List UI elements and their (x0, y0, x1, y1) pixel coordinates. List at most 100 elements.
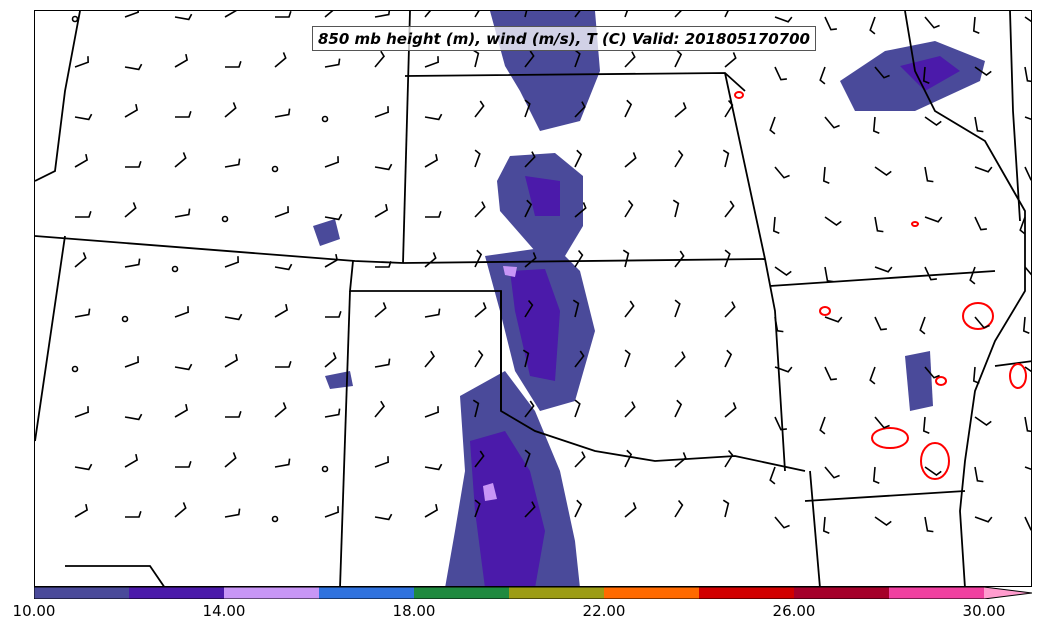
colorbar-tick-label: 10.00 (12, 602, 56, 620)
wind-barb (824, 16, 837, 31)
wind-barb (572, 299, 580, 318)
wind-barb (324, 253, 339, 268)
wind-barb (574, 350, 585, 368)
wind-barb (824, 216, 842, 227)
wind-barb (474, 100, 485, 118)
wind-barb (1024, 366, 1031, 373)
wind-barb (674, 150, 684, 168)
wind-barb (174, 363, 193, 371)
wind-barb (974, 316, 990, 329)
wind-barb (872, 466, 880, 485)
wind-barb (924, 466, 942, 477)
wind-barb (274, 108, 291, 118)
wind-barb (325, 311, 342, 318)
boundary-nm-tx (349, 260, 806, 472)
wind-barb (824, 316, 843, 323)
wind-barb (174, 13, 193, 21)
wind-barb (374, 106, 389, 118)
wind-barb (324, 352, 337, 368)
wind-barb (774, 366, 793, 373)
wind-barb (174, 403, 189, 418)
calm-wind-circle (271, 165, 279, 173)
wind-barb (774, 516, 790, 529)
wind-barb (724, 52, 737, 68)
wind-barb (124, 356, 139, 368)
wind-barb (275, 11, 292, 18)
wind-barb (474, 149, 481, 168)
boundary-mississippi (904, 11, 1026, 586)
wind-barb (774, 66, 787, 81)
wind-barb (869, 16, 876, 35)
wind-barb (922, 416, 930, 435)
wind-barb (874, 166, 892, 177)
wind-barb (972, 16, 980, 35)
wind-barb (224, 158, 241, 168)
colorbar-cell (319, 587, 415, 599)
wind-barb (374, 358, 391, 368)
wind-barb (324, 58, 341, 68)
contour-mo-1 (911, 221, 919, 227)
wind-barb (574, 11, 581, 18)
colorbar-tick-label: 26.00 (772, 602, 816, 620)
wind-barb (474, 350, 484, 368)
wind-barb (724, 402, 737, 418)
calm-wind-circle (121, 315, 129, 323)
wind-barb (924, 366, 940, 379)
wind-barb (624, 449, 633, 468)
wind-barb (574, 451, 586, 468)
wind-barb (774, 266, 792, 277)
wind-barb (424, 11, 432, 18)
wind-barb (824, 366, 837, 381)
boundary-tx-mexico (65, 565, 165, 586)
map-canvas (35, 11, 1031, 586)
wind-barb (874, 516, 892, 527)
wind-barb (374, 203, 389, 218)
wind-barb (974, 166, 993, 173)
colorbar-cell (129, 587, 225, 599)
boundary-ar-la (804, 490, 966, 502)
wind-barb (969, 266, 976, 285)
calm-wind-circle (271, 515, 279, 523)
wind-barb (674, 399, 683, 418)
wind-barb (174, 53, 189, 68)
wind-barb (624, 11, 629, 18)
wind-barb (74, 463, 93, 471)
colorbar-tick-label: 18.00 (392, 602, 436, 620)
wind-barb (374, 11, 391, 18)
wind-barb (225, 411, 242, 418)
wind-barb (424, 463, 443, 471)
colorbar-tick-label: 22.00 (582, 602, 626, 620)
wind-barb (722, 499, 730, 518)
wind-barb (822, 166, 830, 185)
colorbar-cells (34, 587, 1032, 599)
wind-barb (524, 199, 533, 218)
wind-band-colorado-spot (313, 219, 340, 246)
wind-barb (772, 216, 780, 235)
wind-barb (374, 302, 387, 318)
wind-barb (374, 456, 389, 468)
wind-barb (74, 153, 89, 168)
wind-barb (224, 11, 237, 18)
wind-barb (574, 250, 584, 268)
wind-barb (74, 252, 87, 268)
wind-barb (919, 316, 926, 335)
wind-barb (722, 149, 730, 168)
wind-barb (774, 16, 793, 23)
wind-barb (274, 402, 287, 418)
colorbar-cell (889, 587, 985, 599)
wind-barb (924, 266, 937, 281)
wind-barb (824, 266, 834, 283)
wind-barb (274, 303, 289, 318)
boundary-ks-ok (402, 258, 766, 264)
calm-wind-circle (71, 15, 79, 23)
wind-barb (124, 258, 141, 268)
colorbar-cell (604, 587, 700, 599)
wind-barb (974, 116, 984, 133)
wind-barb (224, 353, 239, 368)
wind-barb (174, 502, 187, 518)
wind-barb (174, 306, 189, 318)
wind-barb (175, 111, 192, 118)
contour-ia-1 (734, 91, 744, 99)
wind-barb (624, 401, 636, 418)
colorbar-cell (34, 587, 130, 599)
